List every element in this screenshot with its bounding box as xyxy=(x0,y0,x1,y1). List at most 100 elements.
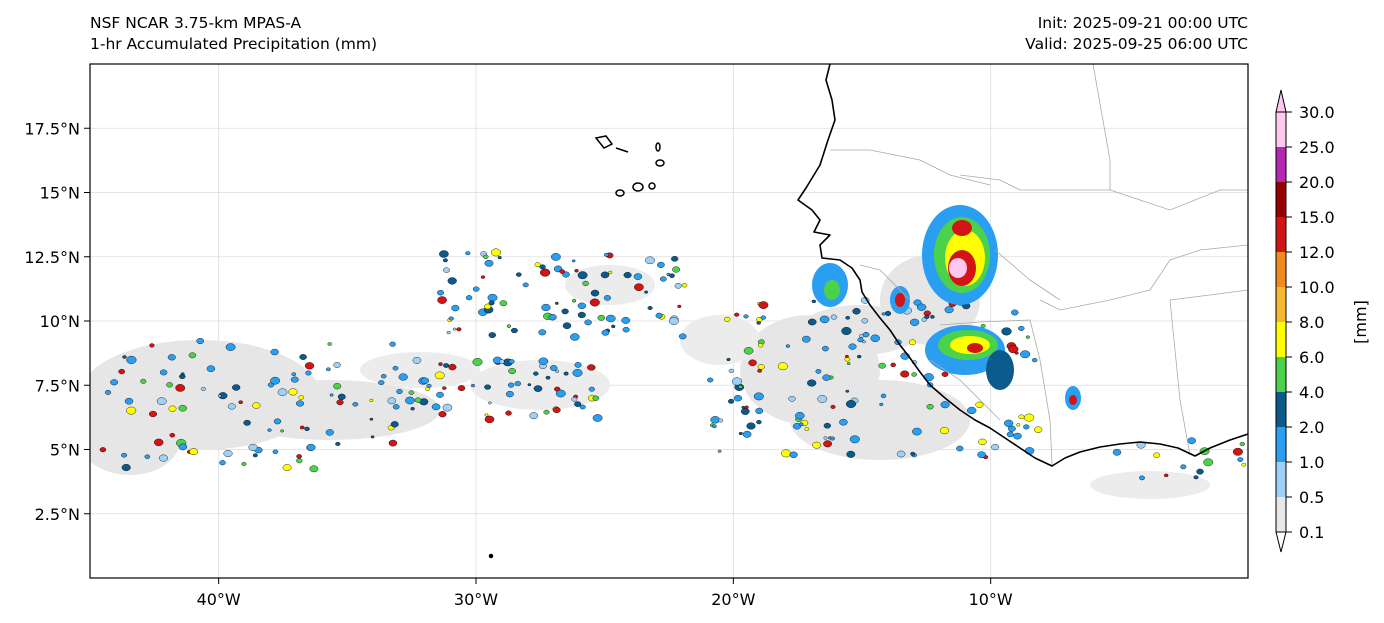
precip-cell xyxy=(498,359,505,364)
precip-cell xyxy=(582,280,589,287)
precip-cell xyxy=(861,318,869,324)
colorbar-swatch xyxy=(1276,427,1286,462)
precip-cell xyxy=(755,407,764,415)
precip-cell xyxy=(717,449,722,453)
country-borders xyxy=(830,64,1248,466)
precip-cell xyxy=(390,421,399,428)
precip-cell xyxy=(1232,447,1243,456)
precip-cell xyxy=(1006,431,1014,438)
precip-cell xyxy=(408,390,415,395)
precip-cell xyxy=(1180,464,1187,470)
precip-cell xyxy=(551,253,561,261)
precip-cell xyxy=(534,262,541,268)
precip-cell xyxy=(802,335,811,343)
lon-tick-label: 10°W xyxy=(969,590,1013,609)
precip-cell xyxy=(760,315,766,320)
colorbar-level-label: 4.0 xyxy=(1299,383,1324,402)
colorbar-level-label: 30.0 xyxy=(1299,103,1335,122)
precip-cell xyxy=(1025,335,1030,339)
precip-cell xyxy=(387,397,397,405)
precip-cell xyxy=(910,451,916,456)
precip-cell xyxy=(584,319,592,326)
colorbar-level-label: 2.0 xyxy=(1299,418,1324,437)
precip-cell xyxy=(785,344,790,348)
precip-cell xyxy=(668,317,679,325)
precip-cell xyxy=(757,343,764,348)
precip-cell xyxy=(674,282,682,289)
precip-cell xyxy=(579,404,586,410)
precip-cell xyxy=(241,462,247,466)
precip-cell xyxy=(484,259,494,267)
precip-cell xyxy=(1196,468,1204,475)
precip-cell xyxy=(442,258,448,263)
precip-cell xyxy=(728,368,735,373)
precip-cell xyxy=(539,268,551,277)
precip-cell xyxy=(991,444,1000,451)
precip-cell xyxy=(296,458,303,464)
precip-cell xyxy=(299,425,305,430)
precip-cell xyxy=(743,347,754,355)
precip-cell xyxy=(792,423,802,430)
precip-cell xyxy=(304,362,315,370)
precip-cell xyxy=(822,345,829,352)
precip-cell xyxy=(277,388,288,396)
precip-cell xyxy=(561,308,569,315)
precip-cell xyxy=(1237,457,1244,462)
precip-cell xyxy=(337,393,346,400)
precip-cell xyxy=(336,399,344,406)
precip-cell xyxy=(352,402,359,407)
precip-cell xyxy=(823,436,828,440)
precip-cell xyxy=(288,388,298,396)
precip-cell xyxy=(389,341,396,347)
colorbar-level-label: 6.0 xyxy=(1299,348,1324,367)
precip-cell xyxy=(1023,424,1030,430)
precip-cell xyxy=(223,450,233,458)
precip-cell xyxy=(471,384,476,388)
precip-cell xyxy=(757,364,765,370)
precip-cell xyxy=(677,304,682,308)
colorbar-level-label: 15.0 xyxy=(1299,208,1335,227)
colorbar: 0.1 0.5 1.0 2.0 4.0 6.0 8.0 10.0 12.0 15.0 20.0 25.… xyxy=(1275,89,1335,553)
precip-cell xyxy=(388,439,398,447)
precip-cell xyxy=(442,403,453,412)
precip-cell xyxy=(124,397,134,405)
precip-cell xyxy=(829,436,835,441)
precip-cell xyxy=(126,355,137,364)
title-left: NSF NCAR 3.75-km MPAS-A 1-hr Accumulated… xyxy=(90,13,377,55)
precip-cell xyxy=(484,384,491,390)
precip-cell xyxy=(844,357,851,362)
precip-cell xyxy=(1018,325,1025,331)
precip-cell xyxy=(252,402,261,409)
precip-cell xyxy=(420,377,430,384)
precip-cell xyxy=(225,343,236,351)
precip-cell xyxy=(977,451,986,459)
precip-cell xyxy=(884,311,892,317)
precip-cell xyxy=(248,443,258,451)
precip-cell xyxy=(597,314,606,321)
precip-cell xyxy=(600,271,610,279)
precip-cell xyxy=(726,357,731,362)
precip-cell xyxy=(548,314,557,321)
precip-cell xyxy=(529,412,539,420)
precip-cell xyxy=(1023,413,1035,422)
precip-cell xyxy=(505,410,512,416)
precip-cell xyxy=(431,403,441,411)
precip-cell xyxy=(438,362,443,366)
precip-cell xyxy=(243,419,251,426)
precip-cell xyxy=(570,333,580,341)
precip-cell xyxy=(817,395,828,403)
precip-cell xyxy=(1239,441,1245,447)
precip-cell xyxy=(538,329,547,336)
precip-cell xyxy=(1003,419,1014,427)
precip-cell xyxy=(603,295,611,301)
precip-cell xyxy=(166,382,174,388)
precip-cell xyxy=(811,299,816,304)
longitude-ticks: 40°W 30°W 20°W 10°W xyxy=(197,578,1013,609)
precip-cell xyxy=(484,413,489,417)
precip-cell xyxy=(571,396,578,402)
precip-cell xyxy=(447,277,457,285)
precip-cell xyxy=(412,356,422,364)
precip-cell xyxy=(252,453,258,458)
precip-cell xyxy=(753,392,764,401)
precip-cell xyxy=(550,365,558,371)
